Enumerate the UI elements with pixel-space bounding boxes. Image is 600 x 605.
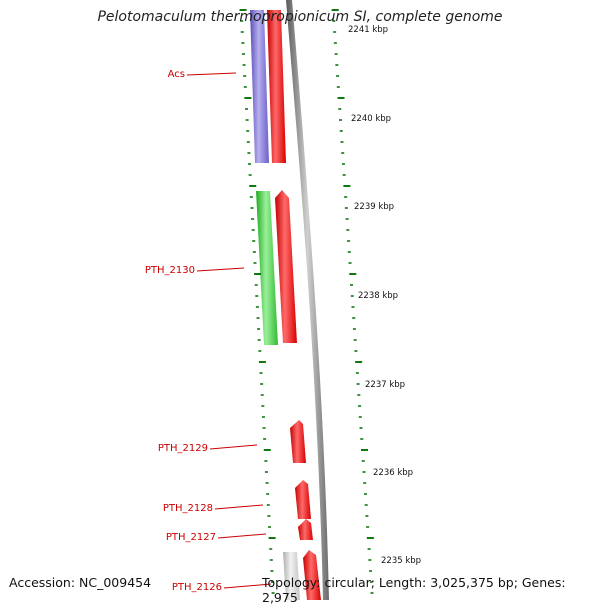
gene-label-pth-2127[interactable]: PTH_2127: [166, 532, 216, 543]
gene-pth-2127[interactable]: [298, 519, 313, 540]
gene-features: [250, 10, 321, 600]
gene-label-pth-2130[interactable]: PTH_2130: [145, 265, 195, 276]
genome-backbone: [286, 0, 329, 600]
label-leader-line: [196, 267, 245, 272]
gene-red-2[interactable]: [275, 190, 297, 343]
outer-tick-marks: [331, 9, 374, 594]
gene-red-1[interactable]: [267, 10, 286, 163]
inner-tick-marks: [239, 9, 276, 594]
gene-red-3[interactable]: [303, 550, 321, 600]
gene-pth-2129[interactable]: [290, 420, 306, 463]
label-leader-line: [209, 444, 258, 450]
kbp-label: 2240 kbp: [351, 114, 391, 124]
kbp-label: 2241 kbp: [348, 25, 388, 35]
accession-text: Accession: NC_009454: [9, 575, 152, 590]
label-leader-line: [186, 72, 237, 76]
kbp-label: 2238 kbp: [358, 291, 398, 301]
gene-label-pth-2126[interactable]: PTH_2126: [172, 582, 222, 593]
gene-pth-2126[interactable]: [283, 552, 300, 600]
gene-label-pth-2129[interactable]: PTH_2129: [158, 443, 208, 454]
kbp-label: 2236 kbp: [373, 468, 413, 478]
gene-acs[interactable]: [250, 10, 269, 163]
gene-label-acs[interactable]: Acs: [168, 69, 185, 80]
map-title: Pelotomaculum thermopropionicum SI, comp…: [97, 9, 503, 25]
gene-labels: Acs PTH_2130 PTH_2129 PTH_2128 PTH_2127 …: [145, 69, 272, 593]
kbp-label: 2235 kbp: [381, 556, 421, 566]
gene-pth-2130[interactable]: [256, 191, 278, 345]
kbp-label: 2237 kbp: [365, 380, 405, 390]
label-leader-line: [214, 504, 264, 510]
topology-text: Topology: circular; Length: 3,025,375 bp…: [262, 575, 566, 605]
label-leader-line: [223, 583, 272, 589]
gene-pth-2128[interactable]: [295, 480, 311, 519]
label-leader-line: [217, 533, 267, 539]
kbp-label: 2239 kbp: [354, 202, 394, 212]
gene-label-pth-2128[interactable]: PTH_2128: [163, 503, 213, 514]
scale-labels: 2241 kbp 2240 kbp 2239 kbp 2238 kbp 2237…: [348, 25, 421, 566]
